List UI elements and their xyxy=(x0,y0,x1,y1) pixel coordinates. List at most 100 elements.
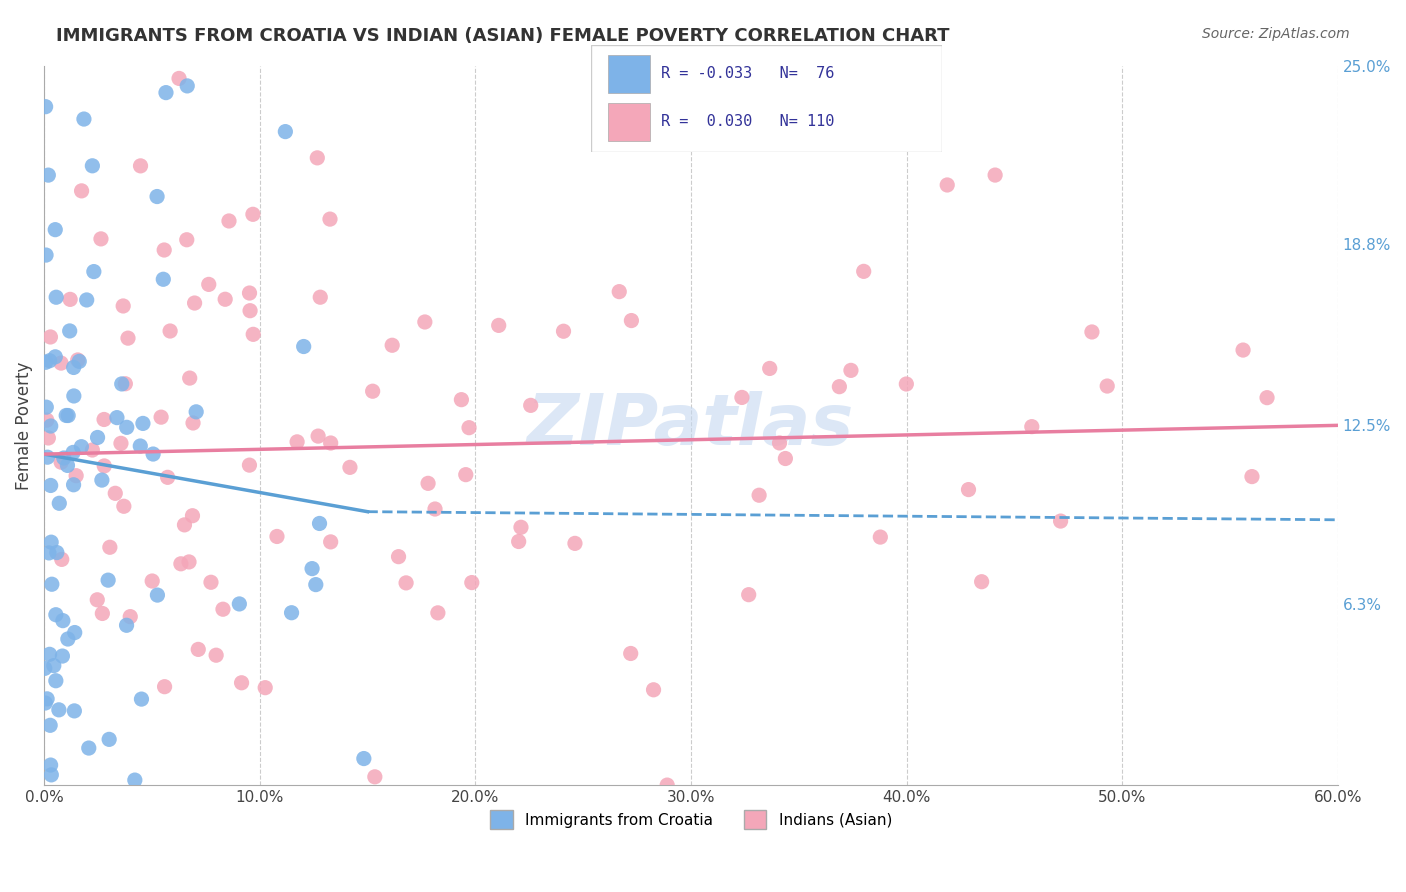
Point xyxy=(461,575,484,590)
Point xyxy=(104,486,127,500)
Point xyxy=(395,575,418,590)
Point xyxy=(65,468,87,483)
Point xyxy=(768,436,790,450)
Point xyxy=(41,577,63,591)
Point xyxy=(56,458,79,473)
Point xyxy=(146,588,169,602)
Point xyxy=(37,450,59,465)
Point xyxy=(39,419,62,434)
Point xyxy=(124,773,146,788)
Point xyxy=(426,606,449,620)
Point xyxy=(39,718,62,732)
Point xyxy=(91,607,114,621)
Point xyxy=(51,648,73,663)
Point xyxy=(59,293,82,307)
Point xyxy=(38,546,60,560)
Point xyxy=(488,318,510,333)
Point xyxy=(131,692,153,706)
Point xyxy=(132,417,155,431)
Point xyxy=(52,614,75,628)
Point xyxy=(98,541,121,555)
Point xyxy=(361,384,384,399)
Point xyxy=(59,324,82,338)
Point xyxy=(242,327,264,342)
Point xyxy=(214,292,236,306)
Point xyxy=(120,609,142,624)
Point xyxy=(364,770,387,784)
Point xyxy=(200,575,222,590)
Point xyxy=(212,602,235,616)
Point xyxy=(307,151,329,165)
Point xyxy=(564,536,586,550)
Point xyxy=(152,272,174,286)
Point xyxy=(129,439,152,453)
Point xyxy=(44,222,66,236)
Text: Source: ZipAtlas.com: Source: ZipAtlas.com xyxy=(1202,27,1350,41)
Point xyxy=(37,431,59,445)
Point xyxy=(83,264,105,278)
Point xyxy=(458,420,481,434)
Point xyxy=(231,675,253,690)
Point xyxy=(52,450,75,465)
Point xyxy=(37,168,59,182)
Point xyxy=(957,483,980,497)
Point xyxy=(238,286,260,301)
Point xyxy=(86,430,108,444)
Point xyxy=(39,768,62,782)
Point xyxy=(56,632,79,646)
Point xyxy=(82,443,104,458)
Point xyxy=(37,691,59,706)
Point xyxy=(319,534,342,549)
Point xyxy=(62,360,84,375)
Point xyxy=(153,680,176,694)
Point xyxy=(45,290,67,304)
Point xyxy=(112,500,135,514)
Point xyxy=(828,379,851,393)
Point xyxy=(63,704,86,718)
Bar xyxy=(609,55,650,93)
Point xyxy=(56,409,79,423)
Point xyxy=(97,573,120,587)
Point xyxy=(34,696,56,710)
Point xyxy=(170,557,193,571)
Point xyxy=(45,607,67,622)
Point xyxy=(110,436,132,450)
Point xyxy=(34,661,56,675)
Point xyxy=(508,534,530,549)
Point xyxy=(1095,379,1118,393)
Point xyxy=(183,296,205,310)
Point xyxy=(73,112,96,126)
Point xyxy=(38,353,60,368)
Point xyxy=(82,159,104,173)
Point xyxy=(1240,469,1263,483)
Point xyxy=(292,339,315,353)
Point xyxy=(775,451,797,466)
Point xyxy=(454,467,477,482)
Point xyxy=(146,189,169,203)
Point xyxy=(620,647,643,661)
Point xyxy=(117,331,139,345)
Text: ZIPatlas: ZIPatlas xyxy=(527,391,855,460)
Point xyxy=(205,648,228,663)
Point xyxy=(970,574,993,589)
Point xyxy=(55,409,77,423)
Point xyxy=(643,682,665,697)
Point xyxy=(67,354,90,368)
Point xyxy=(1256,391,1278,405)
Point xyxy=(1021,419,1043,434)
Point xyxy=(852,264,875,278)
Point xyxy=(218,214,240,228)
Point xyxy=(309,290,332,304)
Point xyxy=(90,232,112,246)
Point xyxy=(173,517,195,532)
Text: IMMIGRANTS FROM CROATIA VS INDIAN (ASIAN) FEMALE POVERTY CORRELATION CHART: IMMIGRANTS FROM CROATIA VS INDIAN (ASIAN… xyxy=(56,27,949,45)
Point xyxy=(731,391,754,405)
Point xyxy=(115,618,138,632)
Point xyxy=(44,350,66,364)
Point xyxy=(274,125,297,139)
Point xyxy=(112,299,135,313)
Point xyxy=(238,458,260,472)
Point xyxy=(63,625,86,640)
Point xyxy=(115,420,138,434)
Point xyxy=(48,703,70,717)
